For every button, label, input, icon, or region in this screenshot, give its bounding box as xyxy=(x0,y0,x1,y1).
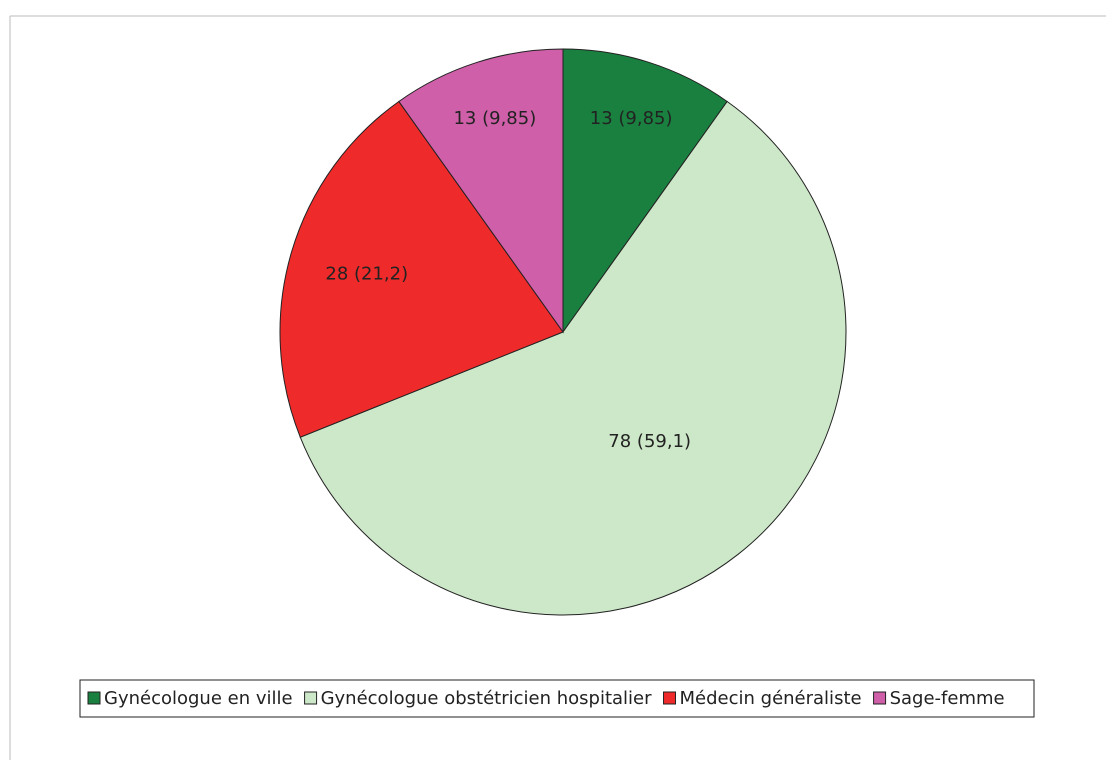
pie-slice xyxy=(562,48,728,334)
legend-swatch xyxy=(304,691,318,705)
legend-label: Gynécologue obstétricien hospitalier xyxy=(321,688,653,709)
pie-slice xyxy=(279,100,564,438)
data-label: 78 (59,1) xyxy=(608,431,691,452)
pie-slice xyxy=(299,100,847,616)
pie-slice xyxy=(398,48,564,334)
legend-label: Médecin généraliste xyxy=(680,688,862,709)
legend-label: Gynécologue en ville xyxy=(104,688,293,709)
data-label: 28 (21,2) xyxy=(325,263,408,284)
data-label: 13 (9,85) xyxy=(453,108,536,129)
data-label: 13 (9,85) xyxy=(590,108,673,129)
legend-swatch xyxy=(873,691,887,705)
legend-swatch xyxy=(87,691,101,705)
legend-label: Sage-femme xyxy=(890,688,1005,709)
legend-swatch xyxy=(663,691,677,705)
